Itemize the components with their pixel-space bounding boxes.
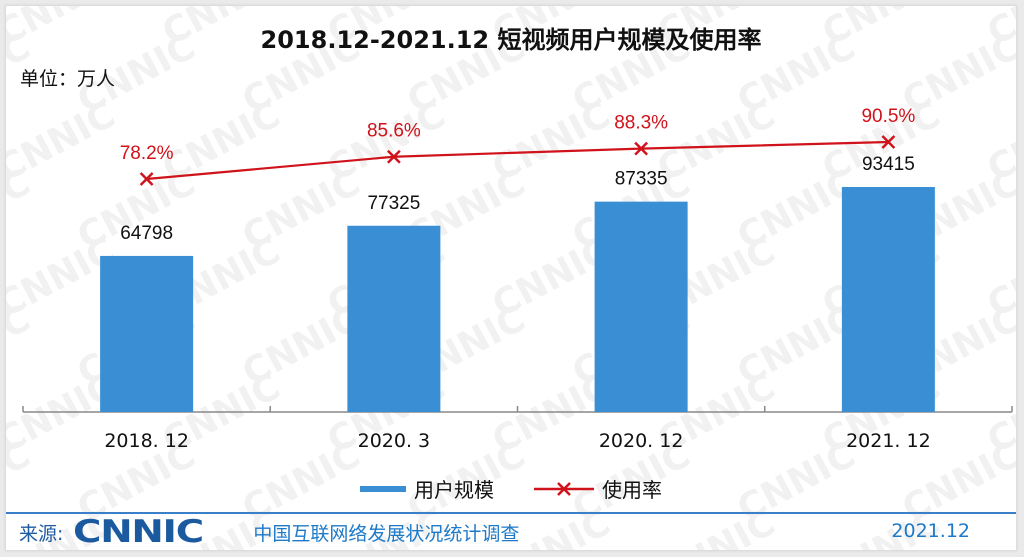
x-marker-icon — [386, 149, 401, 164]
legend-bar-swatch-icon — [360, 485, 406, 492]
rate-value-label: 90.5% — [861, 106, 915, 127]
survey-name: 中国互联网络发展状况统计调查 — [253, 522, 520, 545]
rate-line — [146, 140, 889, 181]
rate-value-label: 88.3% — [614, 113, 668, 134]
bar-users — [594, 201, 688, 412]
footer-divider — [6, 512, 1016, 514]
x-marker-icon — [634, 141, 649, 156]
rate-value-label: 85.6% — [367, 121, 421, 142]
x-marker-icon — [139, 172, 154, 186]
legend-label-users: 用户规模 — [414, 478, 494, 502]
cnnic-logo: CNNIC — [73, 514, 204, 550]
rate-value-label: 78.2% — [120, 143, 174, 164]
footer: 来源: CNNIC 中国互联网络发展状况统计调查 2021.12 — [6, 514, 1016, 550]
source-label: 来源: — [19, 522, 64, 545]
legend-label-rate: 使用率 — [602, 478, 662, 502]
bar-value-label: 87335 — [615, 169, 668, 190]
x-axis-category-label: 2018. 12 — [104, 430, 189, 452]
legend: 用户规模 使用率 — [6, 474, 1016, 503]
x-axis-category-label: 2020. 12 — [599, 430, 684, 452]
unit-label: 单位：万人 — [20, 68, 116, 90]
chart-frame: CNNIC CNNIC CNNIC CNNIC CNNIC CNNIC CNNIC CNNIC… — [5, 5, 1017, 551]
bar-users — [347, 225, 441, 412]
legend-item-rate: 使用率 — [534, 474, 662, 503]
legend-line-x-marker-icon — [534, 481, 594, 496]
bar-value-label: 77325 — [367, 193, 420, 214]
bar-value-label: 93415 — [862, 154, 915, 175]
chart-plot: 64798 2018. 12 77325 2020. 3 87335 2020. 12 93… — [22, 106, 1013, 452]
footer-date: 2021.12 — [891, 520, 970, 542]
chart-title: 2018.12-2021.12 短视频用户规模及使用率 — [260, 26, 762, 54]
bar-users — [100, 255, 194, 412]
bar-users — [841, 187, 935, 412]
bar-value-label: 64798 — [120, 223, 173, 244]
x-axis-category-label: 2021. 12 — [846, 430, 931, 452]
x-marker-icon — [881, 135, 896, 149]
x-axis-category-label: 2020. 3 — [358, 430, 431, 452]
legend-item-users: 用户规模 — [360, 474, 494, 503]
